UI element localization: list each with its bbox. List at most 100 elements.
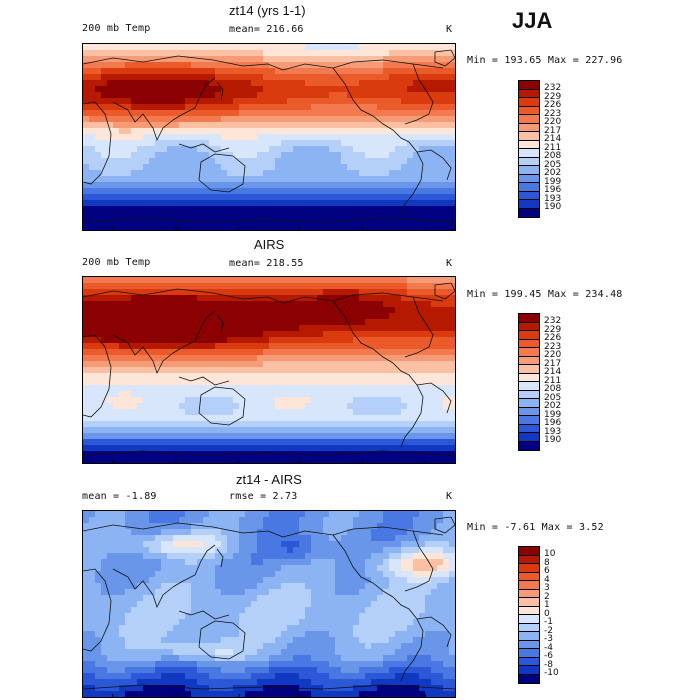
- field-cell: [143, 176, 150, 183]
- field-cell: [137, 206, 144, 213]
- field-cell: [167, 212, 174, 219]
- field-cell: [137, 439, 144, 446]
- field-cell: [191, 206, 198, 213]
- field-cell: [377, 212, 384, 219]
- field-cell: [215, 337, 222, 344]
- colorbar-box: [519, 149, 539, 158]
- field-cell: [245, 188, 252, 195]
- field-cell: [407, 571, 414, 578]
- field-cell: [383, 457, 390, 463]
- field-cell: [137, 301, 144, 308]
- field-cell: [221, 176, 228, 183]
- field-cell: [179, 385, 186, 392]
- field-cell: [341, 307, 348, 314]
- field-cell: [407, 547, 414, 554]
- field-cell: [305, 86, 312, 93]
- field-cell: [413, 457, 420, 463]
- field-cell: [299, 313, 306, 320]
- field-cell: [425, 343, 432, 350]
- field-cell: [137, 337, 144, 344]
- field-cell: [239, 397, 246, 404]
- field-cell: [425, 134, 432, 141]
- field-cell: [83, 325, 90, 332]
- field-cell: [221, 433, 228, 440]
- field-cell: [149, 295, 156, 302]
- field-cell: [425, 68, 432, 75]
- field-cell: [95, 427, 102, 434]
- field-cell: [137, 68, 144, 75]
- field-cell: [347, 367, 354, 374]
- field-cell: [419, 176, 426, 183]
- field-cell: [317, 218, 324, 225]
- field-cell: [113, 367, 120, 374]
- field-cell: [257, 391, 264, 398]
- field-cell: [329, 194, 336, 201]
- field-cell: [173, 361, 180, 368]
- field-cell: [215, 194, 222, 201]
- field-cell: [263, 170, 270, 177]
- field-cell: [431, 68, 438, 75]
- field-cell: [347, 595, 354, 602]
- field-cell: [227, 301, 234, 308]
- field-cell: [353, 44, 360, 51]
- colorbar-box: [519, 390, 539, 399]
- field-cell: [239, 122, 246, 129]
- field-cell: [263, 451, 270, 458]
- field-cell: [137, 200, 144, 207]
- field-cell: [419, 337, 426, 344]
- field-cell: [89, 391, 96, 398]
- field-cell: [299, 337, 306, 344]
- field-cell: [215, 86, 222, 93]
- field-cell: [95, 355, 102, 362]
- field-cell: [131, 158, 138, 165]
- field-cell: [329, 170, 336, 177]
- field-cell: [305, 559, 312, 566]
- field-cell: [161, 152, 168, 159]
- field-cell: [401, 541, 408, 548]
- field-cell: [137, 224, 144, 230]
- field-cell: [263, 547, 270, 554]
- coastline: [392, 362, 424, 448]
- field-cell: [347, 170, 354, 177]
- field-cell: [95, 349, 102, 356]
- field-cell: [95, 68, 102, 75]
- field-cell: [149, 110, 156, 117]
- field-cell: [239, 349, 246, 356]
- field-cell: [263, 595, 270, 602]
- field-cell: [395, 68, 402, 75]
- field-cell: [221, 56, 228, 63]
- field-cell: [335, 541, 342, 548]
- field-cell: [155, 451, 162, 458]
- field-cell: [89, 409, 96, 416]
- field-cell: [101, 146, 108, 153]
- field-cell: [113, 289, 120, 296]
- field-cell: [101, 104, 108, 111]
- field-cell: [179, 595, 186, 602]
- field-cell: [89, 415, 96, 422]
- field-cell: [293, 86, 300, 93]
- field-cell: [383, 86, 390, 93]
- field-cell: [101, 152, 108, 159]
- field-cell: [359, 188, 366, 195]
- field-cell: [143, 439, 150, 446]
- field-cell: [449, 146, 455, 153]
- field-cell: [137, 158, 144, 165]
- field-cell: [425, 56, 432, 63]
- field-cell: [149, 140, 156, 147]
- field-cell: [443, 589, 450, 596]
- field-cell: [299, 182, 306, 189]
- field-cell: [125, 194, 132, 201]
- field-cell: [389, 206, 396, 213]
- field-cell: [125, 343, 132, 350]
- field-cell: [335, 277, 342, 284]
- field-cell: [281, 325, 288, 332]
- field-cell: [299, 134, 306, 141]
- field-cell: [281, 457, 288, 463]
- field-cell: [323, 421, 330, 428]
- field-cell: [257, 152, 264, 159]
- field-cell: [377, 343, 384, 350]
- field-cell: [341, 104, 348, 111]
- field-cell: [263, 74, 270, 81]
- field-cell: [407, 182, 414, 189]
- field-cell: [107, 337, 114, 344]
